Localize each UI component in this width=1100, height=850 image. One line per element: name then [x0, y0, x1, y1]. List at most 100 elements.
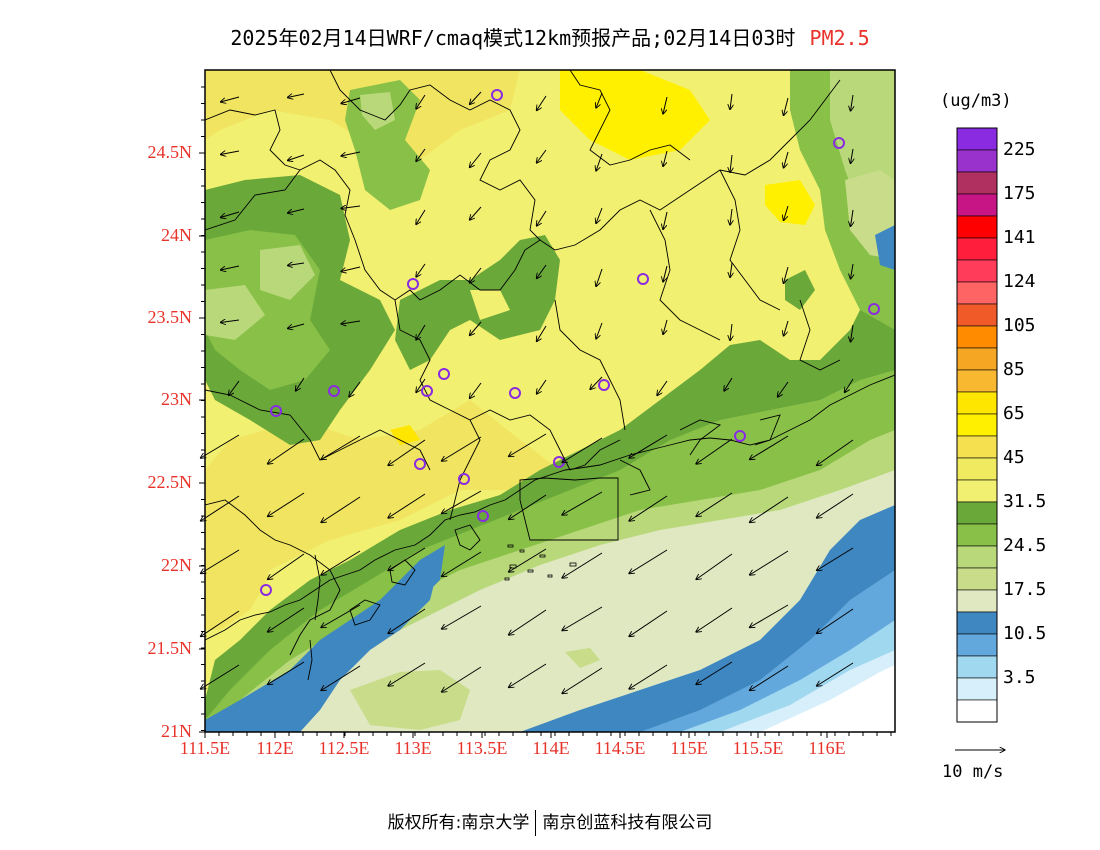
- lon-label: 111.5E: [179, 738, 231, 758]
- wind-arrow: [817, 547, 854, 571]
- station-marker: [491, 89, 503, 101]
- wind-arrow: [201, 434, 240, 458]
- station-marker: [868, 303, 880, 315]
- wind-arrow: [388, 493, 426, 518]
- wind-arrow: [562, 491, 603, 515]
- wind-arrow: [201, 495, 240, 521]
- legend-swatch: [956, 611, 998, 635]
- wind-arrow: [288, 154, 305, 161]
- station-marker: [637, 273, 649, 285]
- legend-swatch: [956, 259, 998, 283]
- wind-arrow: [750, 665, 789, 691]
- lon-label: 114E: [532, 738, 570, 758]
- wind-arrow: [321, 435, 361, 460]
- wind-arrow: [442, 551, 482, 577]
- wind-reference-label: 10 m/s: [942, 762, 1004, 782]
- wind-arrow: [845, 378, 854, 393]
- wind-arrow: [851, 209, 854, 227]
- wind-arrow: [851, 263, 854, 279]
- wind-arrow: [442, 666, 482, 692]
- wind-arrow: [750, 604, 789, 628]
- wind-arrow: [470, 382, 482, 399]
- concentration-field: [205, 70, 895, 732]
- wind-arrow: [537, 210, 547, 226]
- legend-label: 3.5: [1003, 667, 1036, 688]
- wind-arrow: [416, 324, 426, 340]
- wind-arrow: [268, 553, 305, 580]
- wind-arrow: [663, 96, 668, 114]
- wind-arrow: [201, 664, 240, 689]
- wind-arrow: [537, 325, 547, 342]
- footer: 版权所有:南京大学 南京创蓝科技有限公司: [0, 808, 1100, 836]
- legend-swatch: [956, 589, 998, 613]
- wind-arrow: [629, 664, 668, 689]
- wind-arrow: [416, 209, 426, 225]
- wind-arrow: [817, 608, 854, 634]
- legend-outline: [956, 127, 998, 723]
- wind-arrow: [537, 149, 547, 163]
- wind-arrow: [321, 496, 361, 523]
- legend-swatch: [956, 479, 998, 503]
- product-label: PM2.5: [809, 26, 870, 50]
- wind-arrow: [341, 266, 361, 272]
- wind-arrow: [288, 94, 305, 98]
- wind-arrow: [341, 321, 361, 324]
- lon-label: 113.5E: [456, 738, 508, 758]
- legend-label: 65: [1003, 403, 1025, 424]
- wind-arrow: [509, 609, 547, 635]
- legend-swatch: [956, 347, 998, 371]
- wind-arrow: [596, 322, 603, 339]
- station-marker: [509, 387, 521, 399]
- station-marker: [458, 473, 470, 485]
- legend-label: 141: [1003, 227, 1036, 248]
- wind-arrow: [288, 263, 305, 266]
- legend-swatch: [956, 413, 998, 437]
- station-marker: [598, 379, 610, 391]
- wind-arrow: [296, 377, 305, 391]
- legend-label: 175: [1003, 183, 1036, 204]
- legend-label: 31.5: [1003, 491, 1047, 512]
- wind-arrow: [341, 206, 361, 209]
- wind-arrow: [730, 93, 732, 110]
- wind-arrow: [470, 91, 482, 105]
- wind-arrow: [268, 607, 305, 632]
- lon-label: 113E: [394, 738, 432, 758]
- wind-arrow: [221, 96, 240, 102]
- station-marker: [260, 584, 272, 596]
- wind-arrow: [470, 321, 482, 336]
- lat-label: 22.5N: [147, 472, 193, 492]
- wind-arrow: [221, 150, 240, 155]
- wind-arrow: [784, 266, 789, 284]
- copyright-text: 版权所有:南京大学: [387, 813, 530, 833]
- wind-arrow: [663, 150, 668, 167]
- wind-arrow: [663, 265, 668, 282]
- legend-unit: (ug/m3): [940, 91, 1012, 111]
- wind-arrow: [730, 154, 732, 173]
- station-marker: [414, 458, 426, 470]
- wind-arrow: [596, 153, 603, 171]
- wind-arrow: [724, 377, 733, 391]
- wind-arrow: [750, 435, 789, 460]
- wind-arrow: [229, 380, 240, 396]
- wind-arrow: [509, 433, 547, 457]
- wind-arrow: [341, 97, 361, 104]
- wind-arrow: [750, 496, 789, 523]
- legend-swatch: [956, 281, 998, 305]
- legend-swatch: [956, 501, 998, 525]
- islands: [504, 544, 577, 581]
- lon-label: 114.5E: [594, 738, 646, 758]
- legend-swatch: [956, 677, 998, 701]
- lat-label: 22N: [161, 555, 192, 575]
- wind-arrow: [288, 323, 305, 329]
- legend-swatch: [956, 545, 998, 569]
- wind-arrow: [537, 95, 547, 111]
- wind-arrow: [696, 438, 733, 464]
- wind-arrow: [268, 438, 305, 464]
- wind-arrow: [349, 381, 361, 397]
- wind-arrow: [696, 661, 733, 685]
- station-marker: [438, 368, 450, 380]
- wind-arrow: [696, 607, 733, 632]
- wind-arrow: [590, 376, 603, 390]
- wind-arrow: [442, 490, 482, 514]
- legend-swatch: [956, 457, 998, 481]
